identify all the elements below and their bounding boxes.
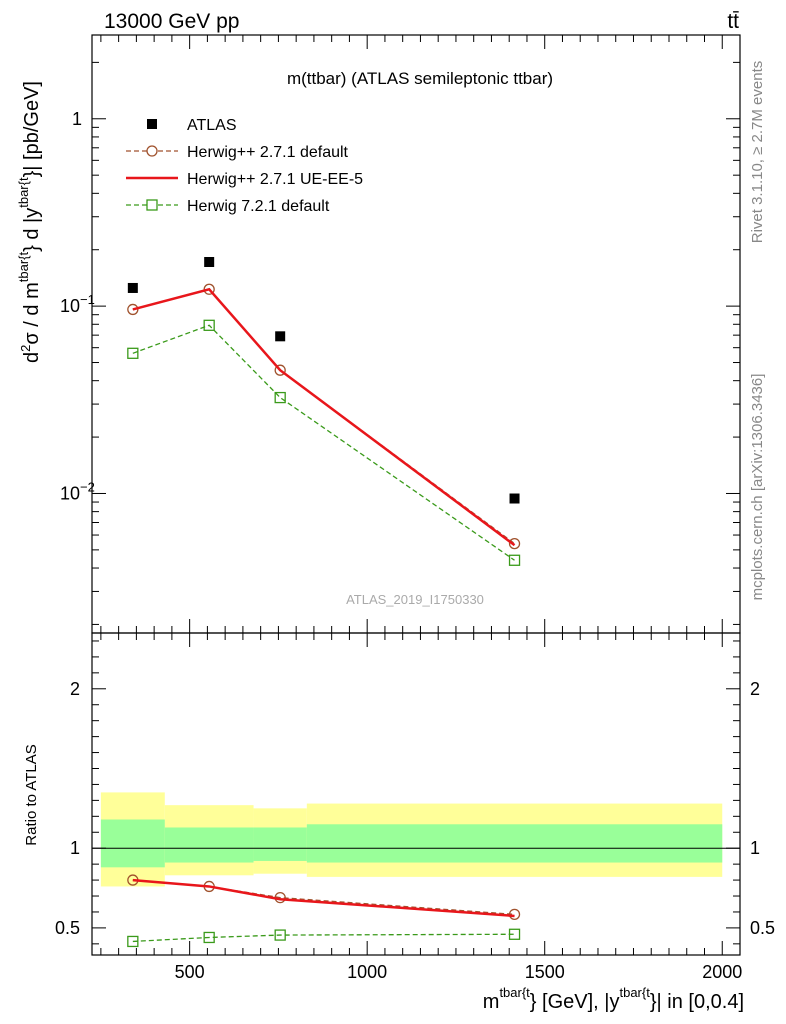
legend-entry-2: Herwig++ 2.7.1 UE-EE-5 [126, 171, 363, 188]
mcplots-source-label: mcplots.cern.ch [arXiv:1306.3436] [749, 374, 766, 601]
legend-marker [147, 119, 157, 129]
main-series-0-point [275, 331, 286, 342]
ratio-band-inner-0 [100, 819, 165, 868]
main-y-tick-label: 1 [72, 109, 82, 129]
main-series-1-point [274, 364, 286, 376]
main-series-1-point [127, 303, 139, 316]
main-y-axis-label: d2σ / d mtbar{t} d |ytbar{t}| [pb/GeV] [16, 81, 43, 363]
main-axes: 10−2 10−1 1 [60, 34, 741, 634]
ratio-y-tick-label-left: 2 [70, 679, 80, 699]
main-series-0-point [204, 256, 215, 267]
legend: ATLAS Herwig++ 2.7.1 default Herwig++ 2.7.… [126, 117, 363, 215]
ratio-frame [91, 632, 741, 956]
main-series-2-line [132, 287, 516, 547]
main-series-3-point [274, 391, 286, 404]
legend-entry-3: Herwig 7.2.1 default [126, 198, 330, 215]
ratio-series-2-line [132, 933, 515, 943]
legend-label: Herwig 7.2.1 default [187, 198, 330, 215]
main-series-1-line [132, 288, 515, 545]
main-series-1-point [508, 537, 521, 550]
main-y-tick-label: 10−2 [60, 479, 95, 503]
x-tick-label: 500 [175, 962, 205, 982]
ratio-y-tick-label-right: 2 [750, 679, 760, 699]
legend-entry-0: ATLAS [147, 117, 237, 134]
legend-entry-1: Herwig++ 2.7.1 default [126, 144, 349, 161]
ratio-axes: 0.5 0.5 1 1 2 2 500 1000 1500 2000 [55, 632, 775, 982]
ratio-series-1-line [132, 878, 515, 918]
legend-label: Herwig++ 2.7.1 UE-EE-5 [187, 171, 363, 188]
main-series-3-point [203, 319, 215, 331]
ratio-series-2-point [274, 929, 286, 941]
ratio-y-tick-label-right: 0.5 [750, 918, 775, 938]
ratio-band-inner-3 [306, 824, 723, 863]
legend-label: Herwig++ 2.7.1 default [187, 144, 349, 161]
main-series-0-point [127, 282, 138, 293]
main-y-tick-label: 10−1 [60, 292, 95, 316]
main-series-group [127, 256, 521, 566]
ratio-y-axis-label: Ratio to ATLAS [23, 744, 40, 845]
x-axis-label: mtbar{t} [GeV], |ytbar{t}| in [0,0.4] [483, 985, 744, 1013]
legend-marker [146, 199, 158, 211]
x-tick-label: 2000 [702, 962, 742, 982]
x-tick-label: 1000 [347, 962, 387, 982]
legend-label: ATLAS [187, 117, 237, 134]
ratio-y-tick-label-left: 0.5 [55, 918, 80, 938]
rivet-version-label: Rivet 3.1.10, ≥ 2.7M events [749, 61, 766, 244]
ratio-y-tick-label-right: 1 [750, 838, 760, 858]
main-series-3-line [132, 324, 515, 561]
ratio-series-2-point [203, 931, 215, 944]
ratio-series-2-point [508, 928, 521, 940]
ratio-series-2-point [127, 935, 139, 948]
header-ttbar-label: tt̄ [727, 10, 739, 33]
main-series-0-point [509, 493, 520, 504]
main-series-3-point [508, 554, 521, 566]
header-process-label: 13000 GeV pp [104, 10, 239, 33]
main-series-3-point [127, 347, 139, 359]
ratio-series-group [127, 874, 521, 948]
ratio-y-tick-label-left: 1 [70, 838, 80, 858]
ratio-uncertainty-bands [92, 792, 740, 887]
main-series-1-point [203, 283, 215, 295]
ratio-band-inner-2 [253, 827, 307, 861]
main-chart-title: m(ttbar) (ATLAS semileptonic ttbar) [287, 69, 553, 88]
watermark-label: ATLAS_2019_I1750330 [346, 592, 484, 607]
x-tick-label: 1500 [525, 962, 565, 982]
ratio-band-inner-1 [164, 827, 254, 863]
legend-marker [146, 145, 158, 157]
